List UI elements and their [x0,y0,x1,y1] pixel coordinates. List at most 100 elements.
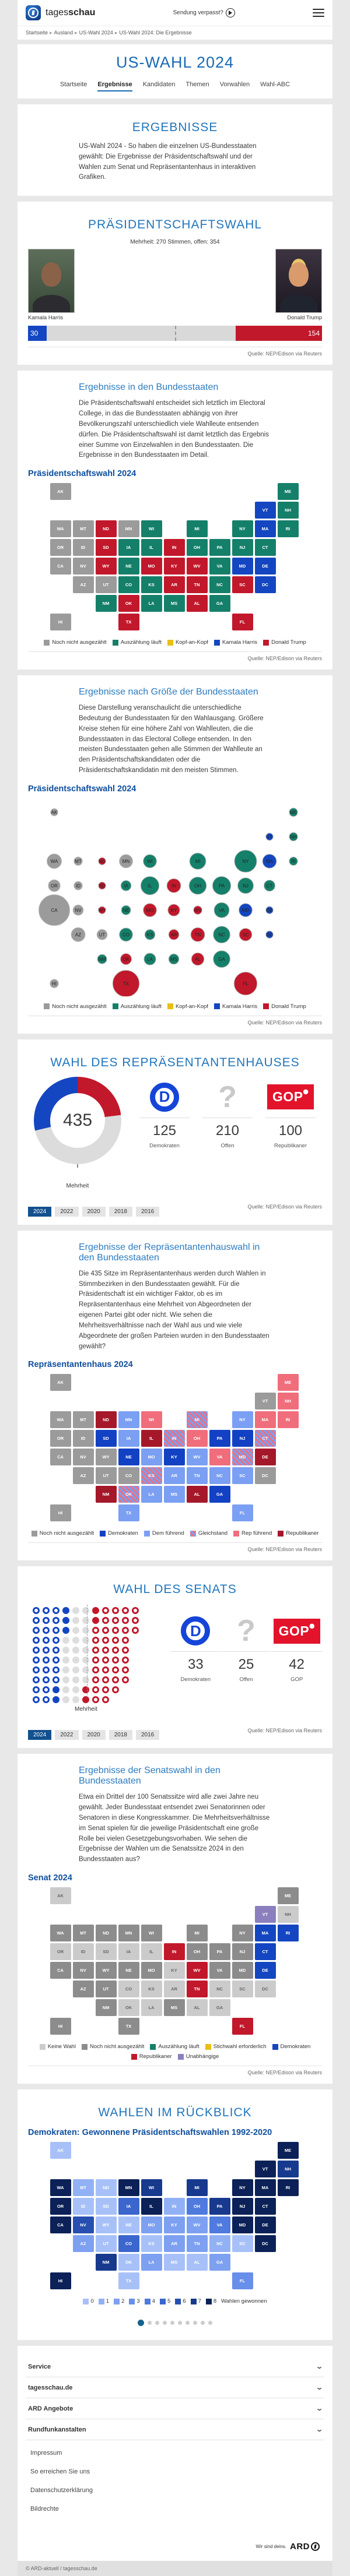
state-OH[interactable]: OH [186,1943,208,1960]
state-FL[interactable]: FL [232,614,253,631]
bubble-TX[interactable]: TX [112,970,140,996]
state-PA[interactable]: PA [209,1430,230,1447]
breadcrumb-item[interactable]: Startseite [26,30,48,36]
state-AK[interactable]: AK [50,1887,71,1904]
state-NE[interactable]: NE [118,2216,139,2233]
state-WA[interactable]: WA [50,1411,71,1429]
state-MT[interactable]: MT [72,520,94,538]
state-AR[interactable]: AR [163,576,185,594]
state-VA[interactable]: VA [209,558,230,575]
state-NE[interactable]: NE [118,558,139,575]
state-FL[interactable]: FL [232,1504,253,1522]
bubble-WY[interactable]: WY [98,906,107,914]
footer-link-soerreichensieuns[interactable]: So erreichen Sie uns [30,2468,90,2475]
bubble-UT[interactable]: UT [96,929,108,940]
bubble-TN[interactable]: TN [190,927,205,942]
state-CO[interactable]: CO [118,2235,139,2252]
footer-accordion-ardangebote[interactable]: ARD Angebote ⌄ [26,2398,324,2419]
state-CA[interactable]: CA [50,2216,71,2233]
state-NH[interactable]: NH [277,2161,299,2177]
tab-startseite[interactable]: Startseite [60,81,88,88]
state-MO[interactable]: MO [141,1449,162,1466]
carousel-dot[interactable] [208,2321,212,2325]
state-PA[interactable]: PA [209,539,230,556]
state-OK[interactable]: OK [118,595,139,612]
bubble-KS[interactable]: KS [144,929,156,940]
state-OR[interactable]: OR [50,1430,71,1447]
state-AR[interactable]: AR [163,1467,185,1485]
carousel-dot[interactable] [178,2321,182,2325]
bubble-WV[interactable]: WV [193,905,202,915]
state-DC[interactable]: DC [254,576,276,594]
state-NJ[interactable]: NJ [232,1430,253,1447]
state-WV[interactable]: WV [186,1962,208,1979]
state-ND[interactable]: ND [95,2179,117,2196]
president-bubble-chart[interactable]: CA TX FL NY PA IL OH GA NC MI NJ VA WA AZ MA TN IN MD MN MO… [38,798,312,996]
state-ND[interactable]: ND [95,1411,117,1429]
state-GA[interactable]: GA [209,595,230,612]
state-NY[interactable]: NY [232,1411,253,1429]
state-MD[interactable]: MD [232,1449,253,1466]
state-NM[interactable]: NM [95,2254,117,2271]
bubble-DC[interactable]: DC [265,931,274,939]
bubble-FL[interactable]: FL [233,971,258,996]
bubble-AL[interactable]: AL [191,952,205,966]
footer-link-impressum[interactable]: Impressum [30,2450,62,2457]
missed-broadcast-link[interactable]: Sendung verpasst? [95,8,313,17]
footer-accordion-tagesschaude[interactable]: tagesschau.de ⌄ [26,2377,324,2398]
state-NM[interactable]: NM [95,1999,117,2016]
bubble-WI[interactable]: WI [143,854,157,868]
footer-link-datenschutzerklrung[interactable]: Datenschutzerklärung [30,2487,93,2494]
state-ME[interactable]: ME [277,1374,299,1391]
state-NY[interactable]: NY [232,520,253,538]
bubble-LA[interactable]: LA [144,953,156,965]
state-CO[interactable]: CO [118,576,139,594]
state-KS[interactable]: KS [141,1981,162,1997]
state-KY[interactable]: KY [163,1962,185,1979]
carousel-dot[interactable] [163,2321,167,2325]
state-WA[interactable]: WA [50,1925,71,1941]
state-PA[interactable]: PA [209,1943,230,1960]
bubble-MA[interactable]: MA [262,854,277,869]
state-NH[interactable]: NH [277,1393,299,1410]
senate-year-2024[interactable]: 2024 [28,1730,52,1740]
state-CT[interactable]: CT [254,2198,276,2215]
state-MT[interactable]: MT [72,1411,94,1429]
state-MD[interactable]: MD [232,558,253,575]
state-VT[interactable]: VT [254,502,276,519]
state-UT[interactable]: UT [95,2235,117,2252]
state-RI[interactable]: RI [277,2179,299,2196]
state-WV[interactable]: WV [186,1449,208,1466]
state-DE[interactable]: DE [254,558,276,575]
state-ID[interactable]: ID [72,1430,94,1447]
carousel-dot[interactable] [170,2321,174,2325]
bubble-ND[interactable]: ND [98,857,106,865]
senate-year-2020[interactable]: 2020 [82,1730,106,1740]
bubble-NY[interactable]: NY [234,850,257,873]
senate-year-2018[interactable]: 2018 [108,1730,132,1740]
state-OR[interactable]: OR [50,539,71,556]
state-UT[interactable]: UT [95,576,117,594]
state-AK[interactable]: AK [50,1374,71,1391]
state-MN[interactable]: MN [118,1925,139,1941]
bubble-OK[interactable]: OK [120,953,132,965]
bubble-AK[interactable]: AK [50,808,58,816]
state-GA[interactable]: GA [209,2254,230,2271]
state-NV[interactable]: NV [72,1962,94,1979]
house-year-2024[interactable]: 2024 [28,1206,52,1217]
state-MS[interactable]: MS [163,595,185,612]
state-NY[interactable]: NY [232,2179,253,2196]
state-NM[interactable]: NM [95,1486,117,1503]
state-KY[interactable]: KY [163,1449,185,1466]
carousel-dot[interactable] [201,2321,205,2325]
state-IA[interactable]: IA [118,1430,139,1447]
state-FL[interactable]: FL [232,2018,253,2035]
state-AL[interactable]: AL [186,1999,208,2016]
state-IA[interactable]: IA [118,539,139,556]
breadcrumb-item[interactable]: US-Wahl 2024: Die Ergebnisse [119,30,192,36]
state-AK[interactable]: AK [50,483,71,501]
state-MD[interactable]: MD [232,1962,253,1979]
state-TX[interactable]: TX [118,2018,139,2035]
house-year-2016[interactable]: 2016 [136,1206,160,1217]
carousel-dot[interactable] [138,2320,144,2326]
